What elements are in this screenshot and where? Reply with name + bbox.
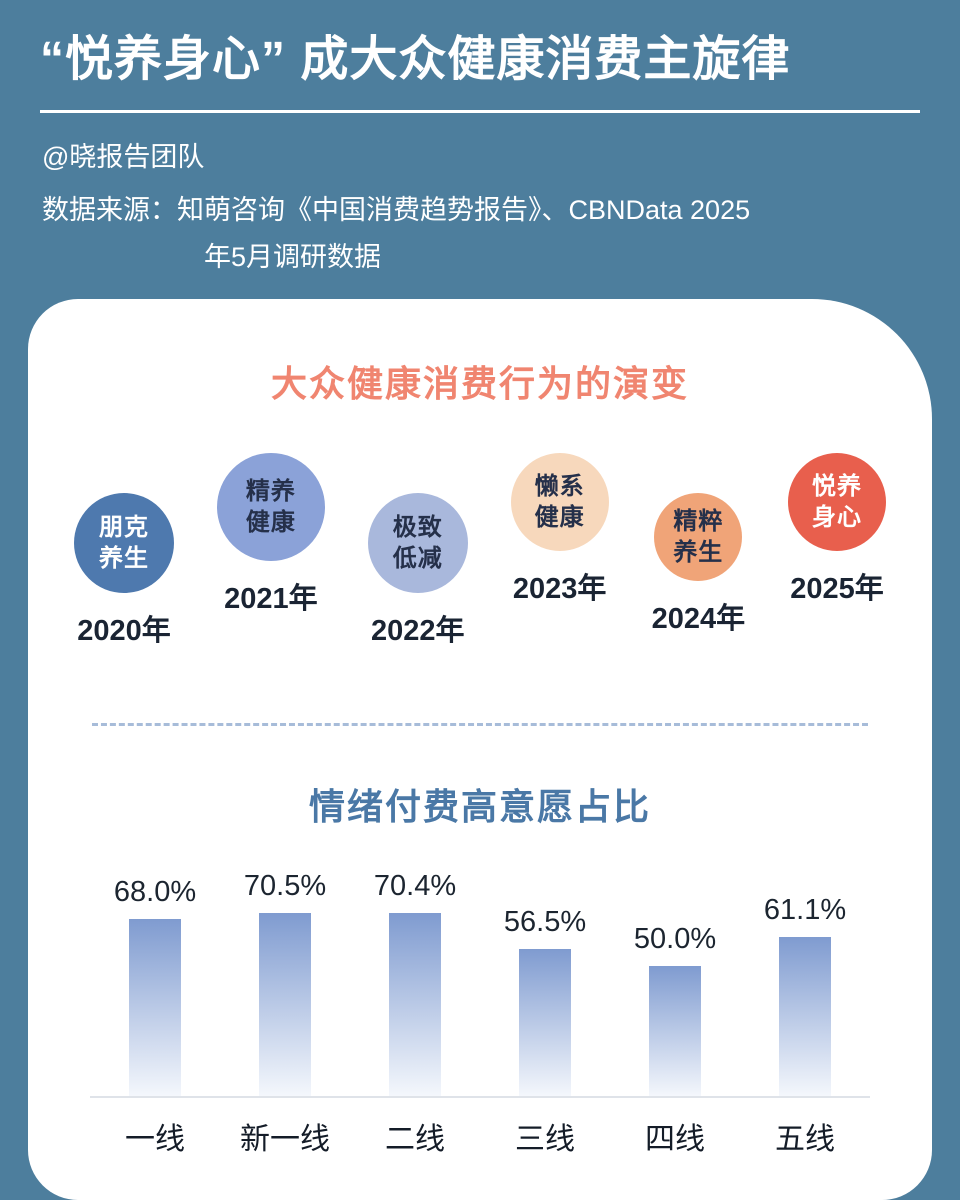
bar-column-3: 70.4% <box>350 870 480 1096</box>
circle-label-line1: 悦养 <box>811 472 862 500</box>
year-label-2020: 2020年 <box>77 615 171 647</box>
source-line-2: 年5月调研数据 <box>204 241 382 272</box>
bar-column-2: 70.5% <box>220 870 350 1096</box>
evolution-item-2023: 懒系 健康 2023年 <box>510 453 609 607</box>
bar-column-6: 61.1% <box>740 894 870 1096</box>
bar <box>519 949 571 1096</box>
year-label-2025: 2025年 <box>790 573 884 605</box>
bar-value-label: 61.1% <box>763 894 847 926</box>
bar-chart: 68.0% 70.5% 70.4% 56.5% 50.0% <box>28 864 932 1158</box>
axis-baseline <box>90 1096 870 1098</box>
year-label-2023: 2023年 <box>512 573 607 605</box>
page-title: “悦养身心” 成大众健康消费主旋律 <box>40 33 791 86</box>
circle-label-line1: 精养 <box>245 477 296 505</box>
circle-label-line1: 懒系 <box>534 472 585 500</box>
bar <box>779 937 831 1096</box>
evolution-item-2025: 悦养 身心 2025年 <box>787 453 886 607</box>
bar-value-label: 50.0% <box>633 923 717 955</box>
circle-label-line2: 健康 <box>534 504 585 531</box>
evolution-circle-2020: 朋克 养生 <box>74 493 174 593</box>
circle-label-line1: 精粹 <box>673 507 724 535</box>
evolution-title: 大众健康消费行为的演变 <box>270 363 689 404</box>
x-label-4: 三线 <box>515 1123 575 1156</box>
dashed-divider <box>92 723 868 726</box>
evolution-circle-2022: 极致 低减 <box>367 493 468 593</box>
bar-value-label: 68.0% <box>113 876 197 908</box>
evolution-circle-2021: 精养 健康 <box>216 453 325 561</box>
circle-label-line2: 养生 <box>99 545 149 572</box>
bars-row: 68.0% 70.5% 70.4% 56.5% 50.0% <box>90 864 870 1096</box>
x-label-3: 二线 <box>385 1123 445 1156</box>
x-label-5: 四线 <box>645 1123 705 1156</box>
year-label-2022: 2022年 <box>371 615 465 647</box>
bar-column-4: 56.5% <box>480 906 610 1096</box>
year-label-2024: 2024年 <box>651 603 746 635</box>
chart-title: 情绪付费高意愿占比 <box>308 786 651 827</box>
circle-label-line2: 身心 <box>811 504 862 531</box>
x-label-1: 一线 <box>125 1123 185 1156</box>
bar-column-1: 68.0% <box>90 876 220 1096</box>
source-line-1: 数据来源：知萌咨询《中国消费趋势报告》、CBNData 2025 <box>42 195 751 225</box>
circle-label-line2: 低减 <box>392 545 443 572</box>
evolution-circle-2025: 悦养 身心 <box>787 453 886 551</box>
circle-label-line1: 极致 <box>392 513 443 541</box>
x-axis-labels: 一线 新一线 二线 三线 四线 五线 <box>90 1114 870 1158</box>
year-label-2021: 2021年 <box>224 583 318 615</box>
header: “悦养身心” 成大众健康消费主旋律 @晓报告团队 数据来源：知萌咨询《中国消费趋… <box>0 0 960 277</box>
x-label-2: 新一线 <box>240 1123 330 1156</box>
bar <box>389 913 441 1096</box>
evolution-item-2022: 极致 低减 2022年 <box>367 493 468 649</box>
evolution-item-2024: 精粹 养生 2024年 <box>651 493 746 637</box>
x-label-6: 五线 <box>775 1123 835 1156</box>
bar-value-label: 70.4% <box>373 870 457 902</box>
bar-column-5: 50.0% <box>610 923 740 1096</box>
evolution-timeline: 朋克 养生 2020年 精养 健康 2021年 极致 低减 2022年 <box>28 453 932 677</box>
bar <box>129 919 181 1096</box>
header-divider <box>40 110 920 113</box>
content-card: 大众健康消费行为的演变 朋克 养生 2020年 精养 健康 2021年 极致 <box>28 299 932 1200</box>
bar-value-label: 70.5% <box>243 870 327 902</box>
byline: @晓报告团队 <box>42 142 205 172</box>
evolution-item-2020: 朋克 养生 2020年 <box>74 493 174 649</box>
evolution-circle-2024: 精粹 养生 <box>654 493 743 581</box>
bar <box>649 966 701 1096</box>
evolution-circle-2023: 懒系 健康 <box>510 453 609 551</box>
circle-label-line1: 朋克 <box>99 513 149 541</box>
circle-label-line2: 健康 <box>245 509 296 536</box>
evolution-item-2021: 精养 健康 2021年 <box>216 453 325 617</box>
bar <box>259 913 311 1096</box>
bar-value-label: 56.5% <box>503 906 587 938</box>
circle-label-line2: 养生 <box>673 539 724 566</box>
